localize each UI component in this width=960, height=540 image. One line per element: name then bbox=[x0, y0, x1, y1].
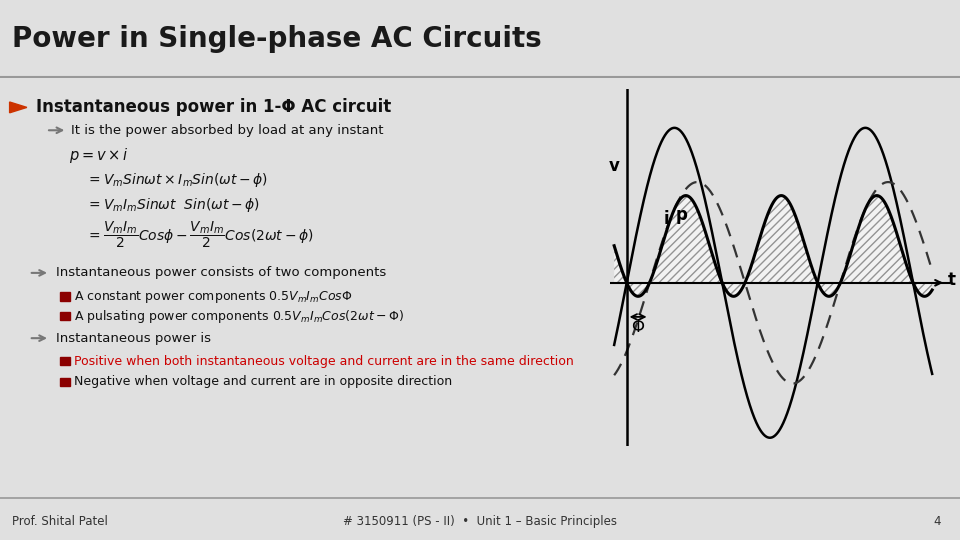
Text: Negative when voltage and current are in opposite direction: Negative when voltage and current are in… bbox=[74, 375, 452, 388]
Bar bbox=[60, 312, 70, 320]
Text: It is the power absorbed by load at any instant: It is the power absorbed by load at any … bbox=[71, 124, 384, 137]
Text: A constant power components $0.5V_mI_mCos\Phi$: A constant power components $0.5V_mI_mCo… bbox=[74, 288, 352, 305]
Text: Instantaneous power consists of two components: Instantaneous power consists of two comp… bbox=[56, 266, 386, 279]
Text: Instantaneous power in 1-Φ AC circuit: Instantaneous power in 1-Φ AC circuit bbox=[36, 98, 392, 117]
Bar bbox=[60, 377, 70, 386]
Text: i: i bbox=[663, 211, 669, 228]
Text: $\Phi$: $\Phi$ bbox=[631, 319, 645, 336]
Text: t: t bbox=[948, 271, 956, 289]
Text: Positive when both instantaneous voltage and current are in the same direction: Positive when both instantaneous voltage… bbox=[74, 355, 574, 368]
Bar bbox=[60, 357, 70, 365]
Polygon shape bbox=[10, 102, 27, 113]
Text: A pulsating power components $0.5V_mI_mCos(2\omega t - \Phi)$: A pulsating power components $0.5V_mI_mC… bbox=[74, 308, 404, 325]
Text: Power in Single-phase AC Circuits: Power in Single-phase AC Circuits bbox=[12, 25, 541, 53]
Text: p: p bbox=[676, 206, 687, 224]
Text: v: v bbox=[609, 157, 620, 175]
Text: $p= v\times i$: $p= v\times i$ bbox=[69, 146, 129, 165]
Text: $=\dfrac{V_mI_m}{2}Cos\phi-\dfrac{V_mI_m}{2}Cos(2\omega t-\phi)$: $=\dfrac{V_mI_m}{2}Cos\phi-\dfrac{V_mI_m… bbox=[86, 219, 314, 249]
Text: $= V_mI_m Sin\omega t\ \ Sin(\omega t-\phi)$: $= V_mI_m Sin\omega t\ \ Sin(\omega t-\p… bbox=[86, 196, 260, 214]
Text: Prof. Shital Patel: Prof. Shital Patel bbox=[12, 515, 108, 528]
Text: Instantaneous power is: Instantaneous power is bbox=[56, 332, 210, 345]
Text: $= V_m Sin\omega t\times I_m Sin(\omega t-\phi)$: $= V_m Sin\omega t\times I_m Sin(\omega … bbox=[86, 171, 269, 189]
Bar bbox=[60, 293, 70, 301]
Text: 4: 4 bbox=[933, 515, 941, 528]
Text: # 3150911 (PS - II)  •  Unit 1 – Basic Principles: # 3150911 (PS - II) • Unit 1 – Basic Pri… bbox=[343, 515, 617, 528]
